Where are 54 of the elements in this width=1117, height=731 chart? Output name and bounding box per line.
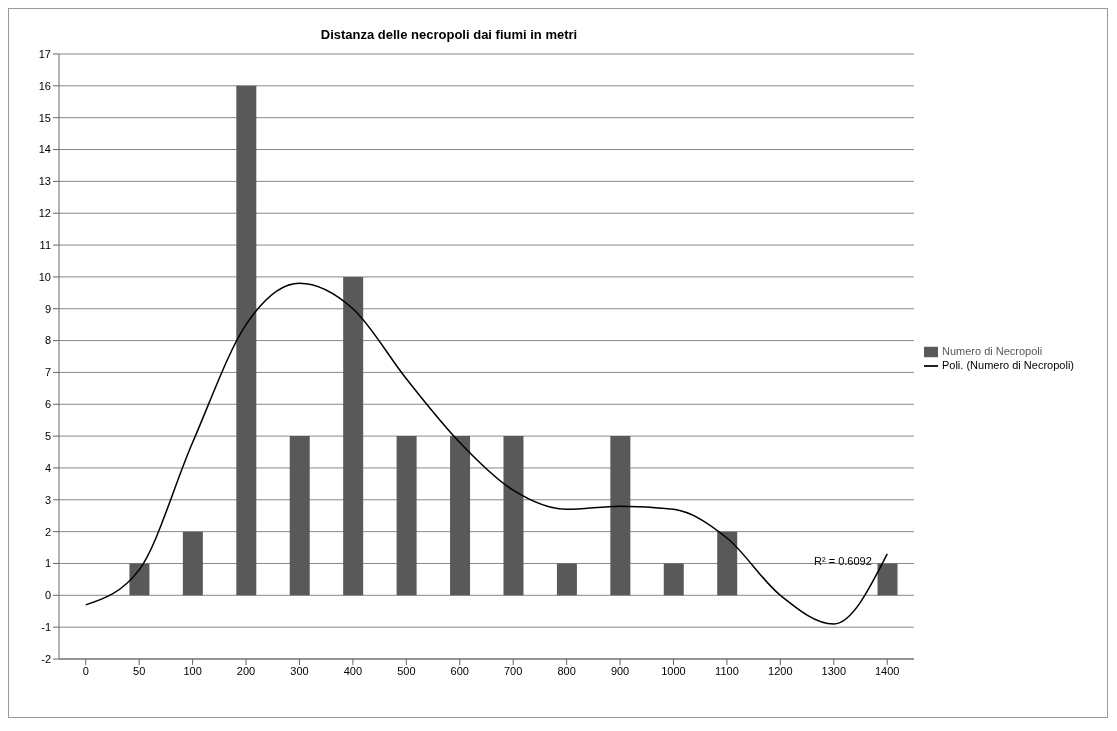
y-tick-label: 6 xyxy=(44,398,51,411)
y-tick-label: -2 xyxy=(41,652,51,665)
y-tick-label: 10 xyxy=(38,270,51,283)
x-tick-label: 300 xyxy=(290,664,309,677)
bar xyxy=(182,531,203,596)
x-tick-label: 400 xyxy=(343,664,363,677)
x-tick-label: 100 xyxy=(183,664,202,677)
line-series xyxy=(84,282,888,625)
bar xyxy=(343,276,364,596)
y-tick-label: 3 xyxy=(44,493,51,506)
y-tick-label: 5 xyxy=(44,430,51,443)
legend-label: Poli. (Numero di Necropoli) xyxy=(941,359,1074,371)
y-tick-label: 15 xyxy=(38,111,51,124)
y-tick-label: 14 xyxy=(38,143,51,156)
y-tick-label: 0 xyxy=(44,589,51,602)
bar xyxy=(610,436,631,596)
bar xyxy=(503,436,524,596)
x-tick-label: 200 xyxy=(236,664,256,677)
bar xyxy=(877,563,898,596)
annotation: R² = 0.6092 xyxy=(814,555,872,567)
x-tick-label: 0 xyxy=(82,664,89,677)
bar xyxy=(717,531,738,596)
y-tick-label: 13 xyxy=(38,175,51,188)
y-tick-label: 1 xyxy=(44,557,51,570)
x-tick-label: 500 xyxy=(397,664,416,677)
x-tick-label: 1000 xyxy=(661,664,686,677)
bar xyxy=(663,563,684,596)
bar xyxy=(396,436,417,596)
x-tick-label: 900 xyxy=(610,664,630,677)
y-tick-label: 12 xyxy=(38,207,51,220)
bar xyxy=(556,563,577,596)
y-tick-label: 11 xyxy=(39,238,51,251)
y-tick-label: -1 xyxy=(41,621,51,634)
y-tick-label: 9 xyxy=(44,302,51,315)
x-tick-label: 1100 xyxy=(715,664,739,677)
legend-label: Numero di Necropoli xyxy=(941,344,1043,357)
x-tick-label: 1300 xyxy=(821,664,847,677)
x-tick-label: 700 xyxy=(504,664,523,677)
x-tick-label: 1200 xyxy=(768,664,793,677)
y-tick-label: 8 xyxy=(44,334,51,347)
bar xyxy=(236,85,257,596)
y-tick-label: 7 xyxy=(44,366,51,379)
bar xyxy=(289,436,310,596)
x-tick-label: 600 xyxy=(450,664,469,677)
y-tick-label: 16 xyxy=(38,79,51,92)
x-tick-label: 50 xyxy=(133,664,146,677)
bar xyxy=(129,563,150,596)
x-tick-label: 800 xyxy=(557,664,576,677)
bar xyxy=(450,436,471,596)
x-tick-label: 1400 xyxy=(874,664,900,677)
chart-title: Distanza delle necropoli dai fiumi in metri xyxy=(319,27,579,42)
y-tick-label: 17 xyxy=(38,47,51,60)
y-tick-label: 2 xyxy=(44,525,51,538)
y-tick-label: 4 xyxy=(44,461,51,474)
